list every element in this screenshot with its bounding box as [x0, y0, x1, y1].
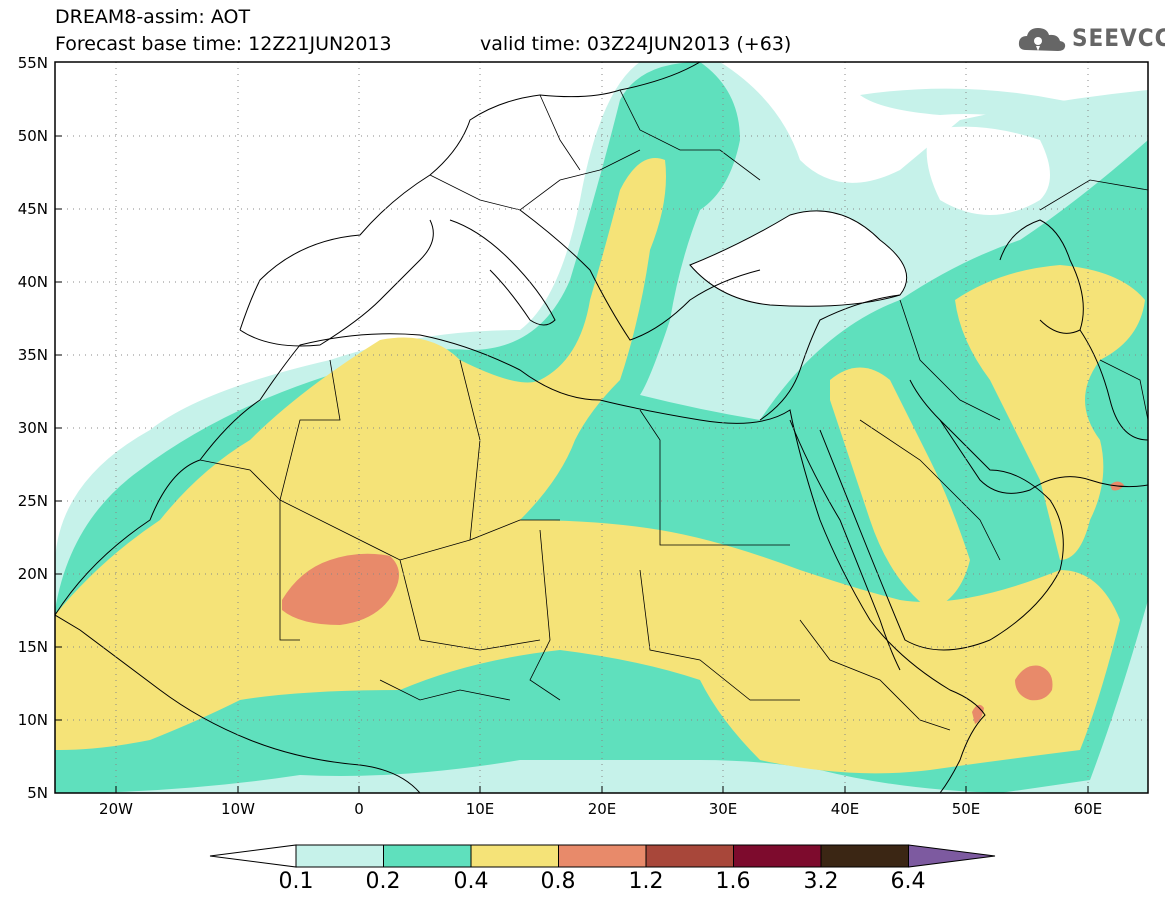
colorbar-box-2 [383, 844, 472, 868]
lon-label: 30E [708, 800, 738, 818]
borders [199, 89, 1148, 731]
lat-label: 5N [27, 784, 48, 802]
coastlines [55, 62, 1148, 793]
border-algeria [279, 359, 471, 561]
aot-contour-0.4-iran [955, 265, 1145, 560]
colorbar-label: 0.2 [365, 869, 401, 894]
arabia-coast [819, 379, 1064, 651]
border-egypt [639, 409, 790, 546]
border-mali [199, 459, 300, 641]
lat-label: 30N [17, 419, 48, 437]
forecast-base-time: Forecast base time: 12Z21JUN2013 [55, 33, 392, 55]
border-saudi [859, 419, 1001, 561]
colorbar-label: 0.4 [453, 869, 489, 894]
colorbar-over-arrow [908, 844, 996, 868]
colorbar [209, 844, 996, 868]
colorbar-label: 0.8 [540, 869, 576, 894]
lat-label: 10N [17, 711, 48, 729]
balkans-coast [519, 209, 761, 341]
lat-label: 45N [17, 200, 48, 218]
blacksea-coast [689, 210, 908, 307]
colorbar-box-6 [733, 844, 822, 868]
levant-coast [759, 294, 901, 421]
lon-label: 60E [1073, 800, 1103, 818]
lat-label: 15N [17, 638, 48, 656]
colorbar-label: 1.6 [715, 869, 751, 894]
map-title: DREAM8-assim: AOT [55, 6, 251, 28]
lat-label: 55N [17, 54, 48, 72]
aot-below-0.1-caspian [926, 126, 1050, 215]
border-kazakh [1039, 179, 1148, 211]
valid-time: valid time: 03Z24JUN2013 (+63) [480, 33, 792, 55]
border-niger [399, 559, 541, 651]
lon-label: 50E [951, 800, 981, 818]
border-libya [459, 359, 560, 541]
border-afghan [1099, 359, 1148, 421]
europe-coast [239, 62, 701, 331]
lat-label: 20N [17, 565, 48, 583]
border-nigeria [379, 679, 511, 701]
redsea-coast [789, 419, 901, 671]
aot-contour-0.8-arabiansea [1015, 665, 1053, 701]
colorbar-label: 1.2 [628, 869, 664, 894]
colorbar-box-7 [820, 844, 909, 868]
africa-west-coast [55, 614, 421, 793]
cloud-icon [1018, 28, 1066, 51]
iran-coast [1079, 329, 1148, 441]
caspian-coast [999, 219, 1084, 334]
lat-label: 40N [17, 273, 48, 291]
lon-label: 20E [587, 800, 617, 818]
border-europe-3 [619, 89, 761, 181]
colorbar-label: 0.1 [278, 869, 314, 894]
border-chad [529, 529, 561, 701]
lon-label: 40E [830, 800, 860, 818]
border-sudan [639, 569, 800, 701]
map-frame [54, 61, 1149, 794]
colorbar-under-arrow [209, 844, 297, 868]
aot-below-0.1-blacksea [690, 210, 907, 307]
lat-label: 25N [17, 492, 48, 510]
logo-text: SEEVCCC [1072, 24, 1165, 52]
axis-ticks [55, 135, 1089, 793]
lon-label: 20W [99, 800, 133, 818]
lon-label: 0 [354, 800, 364, 818]
gulf-coast [939, 419, 1148, 494]
africa-coast [55, 333, 986, 793]
lon-label: 10E [465, 800, 495, 818]
iberia-coast [239, 219, 434, 347]
colorbar-label: 6.4 [890, 869, 926, 894]
colorbar-box-3 [470, 844, 559, 868]
lon-label: 10W [221, 800, 255, 818]
aot-contour-0.8-sahara [282, 553, 399, 625]
border-ethiopia [799, 619, 951, 731]
seevccc-logo: SEEVCCC [1016, 22, 1165, 56]
italy-coast [449, 219, 556, 326]
graticule [55, 62, 1148, 793]
aot-contour-0.1-north [860, 88, 1148, 144]
colorbar-box-4 [558, 844, 647, 868]
border-europe-1 [429, 149, 641, 211]
border-iraq-iran [899, 299, 1001, 421]
lat-label: 50N [17, 127, 48, 145]
colorbar-box-5 [645, 844, 734, 868]
colorbar-box-1 [295, 844, 384, 868]
border-europe-2 [539, 94, 581, 171]
lat-label: 35N [17, 346, 48, 364]
colorbar-label: 3.2 [803, 869, 839, 894]
